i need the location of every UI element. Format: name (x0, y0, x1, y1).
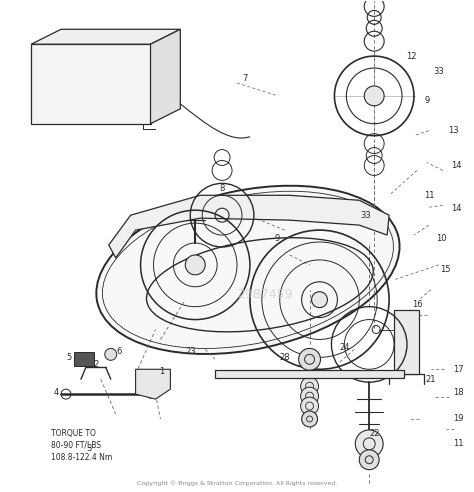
Circle shape (301, 387, 319, 405)
Text: 9: 9 (274, 234, 279, 243)
Text: 10: 10 (437, 234, 447, 243)
Text: 13: 13 (448, 126, 459, 135)
Text: 3: 3 (86, 444, 91, 453)
Circle shape (105, 348, 117, 360)
Bar (394, 309, 419, 374)
Text: 2: 2 (93, 360, 99, 369)
Circle shape (301, 377, 319, 395)
Ellipse shape (96, 185, 400, 354)
Text: 33: 33 (360, 211, 371, 220)
Bar (215, 370, 404, 378)
Text: 8: 8 (219, 184, 225, 193)
Text: TORQUE TO
80-90 FT/LBS
108.8-122.4 Nm: TORQUE TO 80-90 FT/LBS 108.8-122.4 Nm (51, 429, 112, 461)
Polygon shape (136, 369, 170, 399)
Text: 18: 18 (453, 388, 464, 397)
Text: 14: 14 (451, 161, 462, 170)
Text: 21: 21 (426, 375, 436, 384)
Circle shape (364, 86, 384, 106)
Text: 11: 11 (424, 191, 434, 200)
Bar (31, 44, 151, 123)
Circle shape (299, 348, 320, 370)
Text: 9: 9 (424, 96, 429, 105)
Circle shape (311, 292, 328, 308)
Text: Copyright © Briggs & Stratton Corporation. All Rights reserved.: Copyright © Briggs & Stratton Corporatio… (137, 480, 337, 486)
Circle shape (356, 430, 383, 458)
Text: 17: 17 (453, 365, 464, 374)
Polygon shape (151, 30, 180, 123)
Text: 1: 1 (159, 367, 164, 376)
Text: 23: 23 (185, 347, 196, 356)
Text: 12: 12 (406, 52, 416, 61)
Text: 4: 4 (54, 388, 59, 397)
Polygon shape (31, 30, 180, 44)
Text: 14: 14 (451, 204, 462, 213)
Circle shape (301, 411, 318, 427)
Bar (74, 352, 94, 366)
Circle shape (185, 255, 205, 275)
Polygon shape (109, 195, 389, 258)
Text: 7: 7 (242, 74, 247, 84)
Text: 6: 6 (116, 347, 121, 356)
Text: 22: 22 (369, 430, 380, 438)
Text: 33: 33 (433, 66, 444, 76)
Text: 5: 5 (66, 353, 72, 362)
Text: 2987459: 2987459 (237, 288, 292, 301)
Text: 28: 28 (279, 353, 290, 362)
Text: 19: 19 (454, 414, 464, 424)
Text: 16: 16 (411, 300, 422, 309)
Circle shape (359, 450, 379, 470)
Circle shape (301, 397, 319, 415)
Text: 15: 15 (440, 265, 451, 275)
Text: 11: 11 (454, 439, 464, 448)
Text: 24: 24 (339, 343, 350, 352)
